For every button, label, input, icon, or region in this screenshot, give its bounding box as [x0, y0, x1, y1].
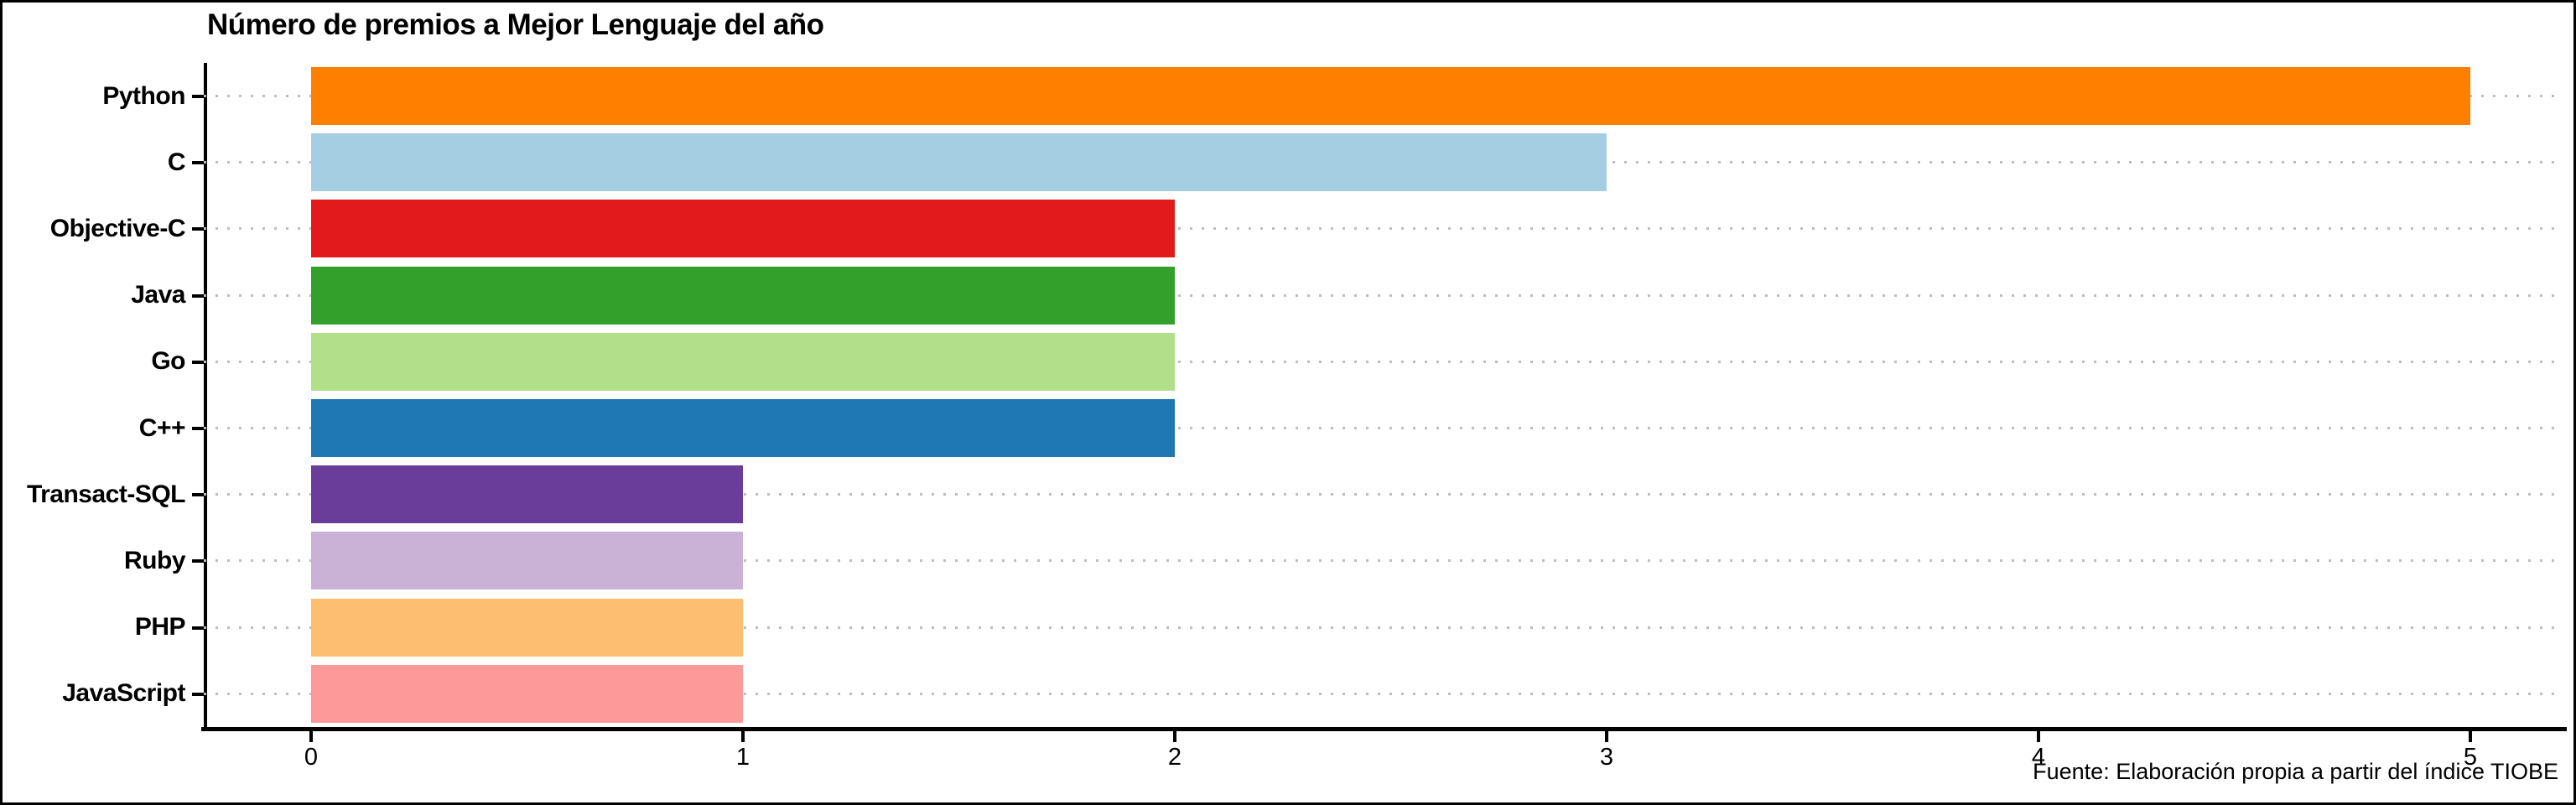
x-axis-tick	[1173, 731, 1176, 742]
y-axis-tick	[192, 692, 204, 696]
gridline	[204, 692, 2562, 695]
category-label: Objective-C	[49, 214, 186, 242]
y-axis-tick	[192, 161, 204, 165]
bar-row: C++	[139, 395, 2562, 461]
gridline	[204, 360, 2562, 363]
y-axis-tick	[192, 360, 204, 364]
source-note: Fuente: Elaboración propia a partir del …	[2033, 759, 2558, 784]
gridline	[204, 227, 2562, 231]
x-axis-tick	[2037, 731, 2040, 742]
bar-row: C	[168, 129, 2562, 195]
bar-c-	[311, 399, 1175, 457]
y-axis-tick	[192, 626, 204, 630]
y-axis-tick	[192, 559, 204, 564]
category-label: C++	[138, 413, 186, 442]
gridline	[204, 427, 2562, 429]
x-tick-label: 5	[2463, 744, 2478, 771]
bar-row: Transact-SQL	[27, 461, 2562, 527]
category-label: JavaScript	[62, 679, 185, 708]
gridline	[204, 493, 2562, 496]
x-axis-tick	[309, 731, 313, 742]
y-axis-tick	[192, 293, 204, 298]
x-tick-label: 1	[735, 744, 750, 771]
bar-ruby	[311, 532, 743, 590]
y-axis-tick	[192, 227, 204, 231]
bar-java	[311, 266, 1175, 325]
x-tick-label: 3	[1599, 744, 1614, 771]
bar-php	[311, 598, 743, 657]
category-label: Python	[102, 81, 185, 110]
bar-transact-sql	[311, 465, 743, 524]
x-tick-label: 0	[304, 744, 319, 771]
category-label: PHP	[134, 613, 186, 641]
bar-row: Python	[102, 63, 2562, 129]
bar-row: PHP	[135, 595, 2562, 661]
gridline	[204, 293, 2562, 297]
x-axis-tick	[2469, 731, 2472, 742]
x-axis-line	[201, 727, 2567, 731]
bar-row: Go	[151, 329, 2562, 395]
bar-javascript	[311, 664, 743, 723]
bar-go	[311, 332, 1175, 391]
category-label: Go	[151, 347, 185, 376]
x-axis-tick	[1605, 731, 1608, 742]
bar-objective-c	[311, 200, 1175, 258]
bar-row: Objective-C	[50, 195, 2562, 262]
chart-title: Número de premios a Mejor Lenguaje del a…	[207, 8, 824, 41]
y-axis-tick	[192, 427, 204, 430]
bar-row: Java	[131, 262, 2562, 329]
category-label: C	[167, 148, 186, 176]
x-axis-tick	[741, 731, 745, 742]
x-tick-label: 4	[2031, 744, 2046, 771]
category-label: Java	[131, 281, 185, 309]
bar-python	[311, 67, 2470, 125]
gridline	[204, 559, 2562, 563]
bar-row: JavaScript	[62, 661, 2562, 727]
bar-row: Ruby	[124, 527, 2562, 594]
bar-c	[311, 133, 1607, 192]
plot-area: Python C Objective-C Java Go C++ Transact-SQL R…	[27, 63, 2562, 727]
y-axis-tick	[192, 95, 204, 98]
y-axis-tick	[192, 493, 204, 497]
category-label: Ruby	[124, 546, 186, 574]
y-axis-line	[204, 63, 207, 731]
x-tick-label: 2	[1167, 744, 1182, 771]
gridline	[204, 626, 2562, 629]
category-label: Transact-SQL	[26, 480, 186, 508]
